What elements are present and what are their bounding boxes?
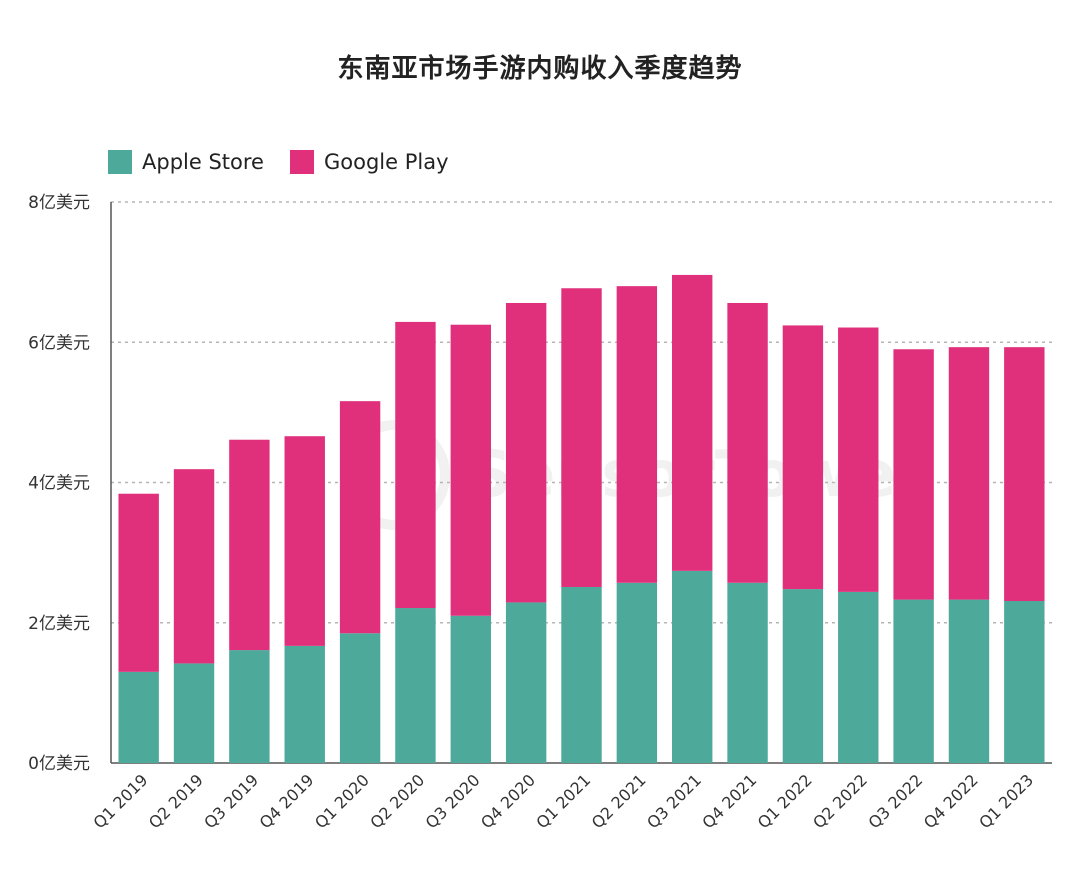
bar-apple-store-q2-2020[interactable] — [395, 608, 436, 763]
x-tick-label: Q4 2021 — [698, 770, 760, 832]
bar-google-play-q4-2022[interactable] — [948, 347, 990, 600]
bar-google-play-q1-2021[interactable] — [561, 288, 602, 587]
bar-google-play-q4-2020[interactable] — [505, 302, 547, 603]
bar-apple-store-q3-2019[interactable] — [229, 650, 270, 763]
x-tick-label: Q3 2019 — [200, 770, 262, 832]
bar-apple-store-q1-2019[interactable] — [118, 671, 159, 763]
bar-google-play-q3-2022[interactable] — [893, 349, 934, 600]
x-tick-label: Q4 2019 — [256, 770, 318, 832]
x-tick-label: Q3 2022 — [865, 770, 927, 832]
bar-apple-store-q4-2019[interactable] — [284, 645, 325, 763]
bar-google-play-q4-2021[interactable] — [727, 302, 768, 583]
bar-google-play-q3-2019[interactable] — [229, 439, 270, 651]
x-tick-label: Q1 2019 — [90, 770, 152, 832]
legend: Apple Store Google Play — [108, 150, 475, 174]
x-tick-label: Q2 2022 — [809, 770, 871, 832]
bar-apple-store-q1-2023[interactable] — [1004, 601, 1045, 763]
y-tick-label: 8亿美元 — [28, 193, 90, 213]
legend-label-apple-store: Apple Store — [142, 150, 264, 174]
x-tick-label: Q1 2022 — [754, 770, 816, 832]
bar-apple-store-q3-2021[interactable] — [672, 570, 713, 763]
bar-google-play-q3-2021[interactable] — [672, 274, 713, 571]
y-tick-label: 2亿美元 — [28, 614, 90, 634]
legend-label-google-play: Google Play — [323, 150, 449, 174]
chart-title: 东南亚市场手游内购收入季度趋势 — [337, 54, 743, 84]
legend-swatch-google-play — [289, 150, 314, 174]
bar-google-play-q1-2019[interactable] — [118, 493, 159, 672]
bar-apple-store-q1-2021[interactable] — [561, 586, 602, 763]
bar-apple-store-q4-2021[interactable] — [727, 582, 768, 763]
bar-apple-store-q1-2022[interactable] — [782, 589, 824, 763]
x-tick-label: Q1 2021 — [532, 770, 594, 832]
bar-google-play-q3-2020[interactable] — [450, 324, 491, 616]
bar-apple-store-q2-2021[interactable] — [616, 582, 658, 763]
legend-item-apple-store[interactable]: Apple Store — [108, 150, 264, 174]
x-tick-label: Q3 2020 — [422, 770, 484, 832]
bar-apple-store-q4-2022[interactable] — [948, 599, 990, 763]
bar-google-play-q2-2021[interactable] — [616, 286, 658, 583]
x-tick-label: Q3 2021 — [643, 770, 705, 832]
bar-apple-store-q3-2020[interactable] — [450, 615, 491, 763]
y-tick-label: 6亿美元 — [28, 333, 90, 353]
x-tick-label: Q4 2020 — [477, 770, 539, 832]
bar-apple-store-q3-2022[interactable] — [893, 599, 934, 763]
bar-google-play-q4-2019[interactable] — [284, 436, 325, 646]
x-tick-label: Q1 2023 — [975, 770, 1037, 832]
bar-apple-store-q1-2020[interactable] — [339, 633, 381, 763]
x-tick-label: Q4 2022 — [920, 770, 982, 832]
bar-google-play-q2-2019[interactable] — [173, 469, 215, 664]
bar-google-play-q1-2020[interactable] — [339, 401, 381, 634]
bar-apple-store-q4-2020[interactable] — [505, 602, 547, 763]
bar-google-play-q1-2023[interactable] — [1004, 347, 1045, 602]
legend-item-google-play[interactable]: Google Play — [289, 150, 449, 174]
y-tick-label: 0亿美元 — [28, 754, 90, 774]
x-tick-label: Q1 2020 — [311, 770, 373, 832]
bar-google-play-q2-2020[interactable] — [395, 321, 436, 609]
x-tick-label: Q2 2019 — [145, 770, 207, 832]
bar-apple-store-q2-2019[interactable] — [173, 663, 215, 763]
bar-apple-store-q2-2022[interactable] — [838, 591, 879, 763]
bar-google-play-q2-2022[interactable] — [838, 327, 879, 592]
bar-google-play-q1-2022[interactable] — [782, 325, 824, 590]
x-tick-label: Q2 2021 — [588, 770, 650, 832]
legend-swatch-apple-store — [108, 150, 132, 174]
y-tick-label: 4亿美元 — [28, 474, 90, 494]
x-tick-label: Q2 2020 — [366, 770, 428, 832]
